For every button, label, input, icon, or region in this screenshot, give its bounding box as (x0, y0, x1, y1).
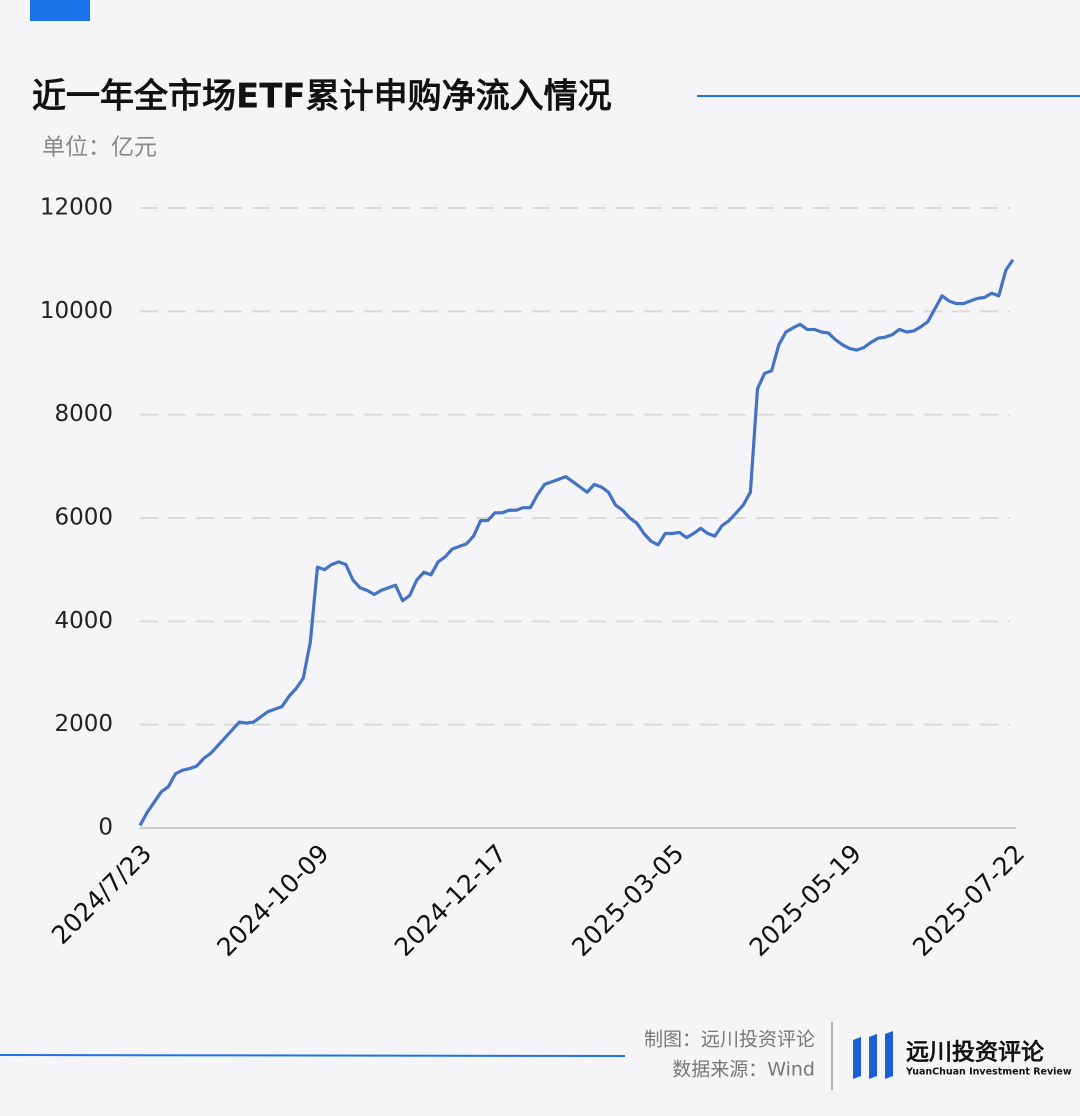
y-tick-label: 10000 (40, 298, 113, 324)
brand-name: 远川投资评论 (906, 1039, 1045, 1066)
footer-maker: 制图：远川投资评论 (644, 1029, 815, 1051)
corner-block (30, 0, 90, 21)
footer-source: 数据来源：Wind (672, 1059, 815, 1081)
chart-title: 近一年全市场ETF累计申购净流入情况 (32, 77, 612, 117)
y-tick-label: 2000 (54, 711, 113, 737)
logo-bar (885, 1031, 893, 1079)
y-tick-label: 0 (98, 815, 113, 841)
logo-bar (869, 1034, 877, 1079)
logo-bar (853, 1037, 861, 1079)
y-tick-label: 6000 (54, 505, 113, 531)
brand-logo (853, 1031, 893, 1079)
y-tick-label: 8000 (54, 401, 113, 427)
footer-rule (0, 1054, 626, 1057)
unit-label: 单位：亿元 (42, 135, 157, 161)
y-tick-label: 4000 (54, 608, 113, 634)
line-series (138, 258, 1015, 827)
brand-english: YuanChuan Investment Review (905, 1067, 1072, 1078)
y-tick-label: 12000 (40, 195, 113, 221)
